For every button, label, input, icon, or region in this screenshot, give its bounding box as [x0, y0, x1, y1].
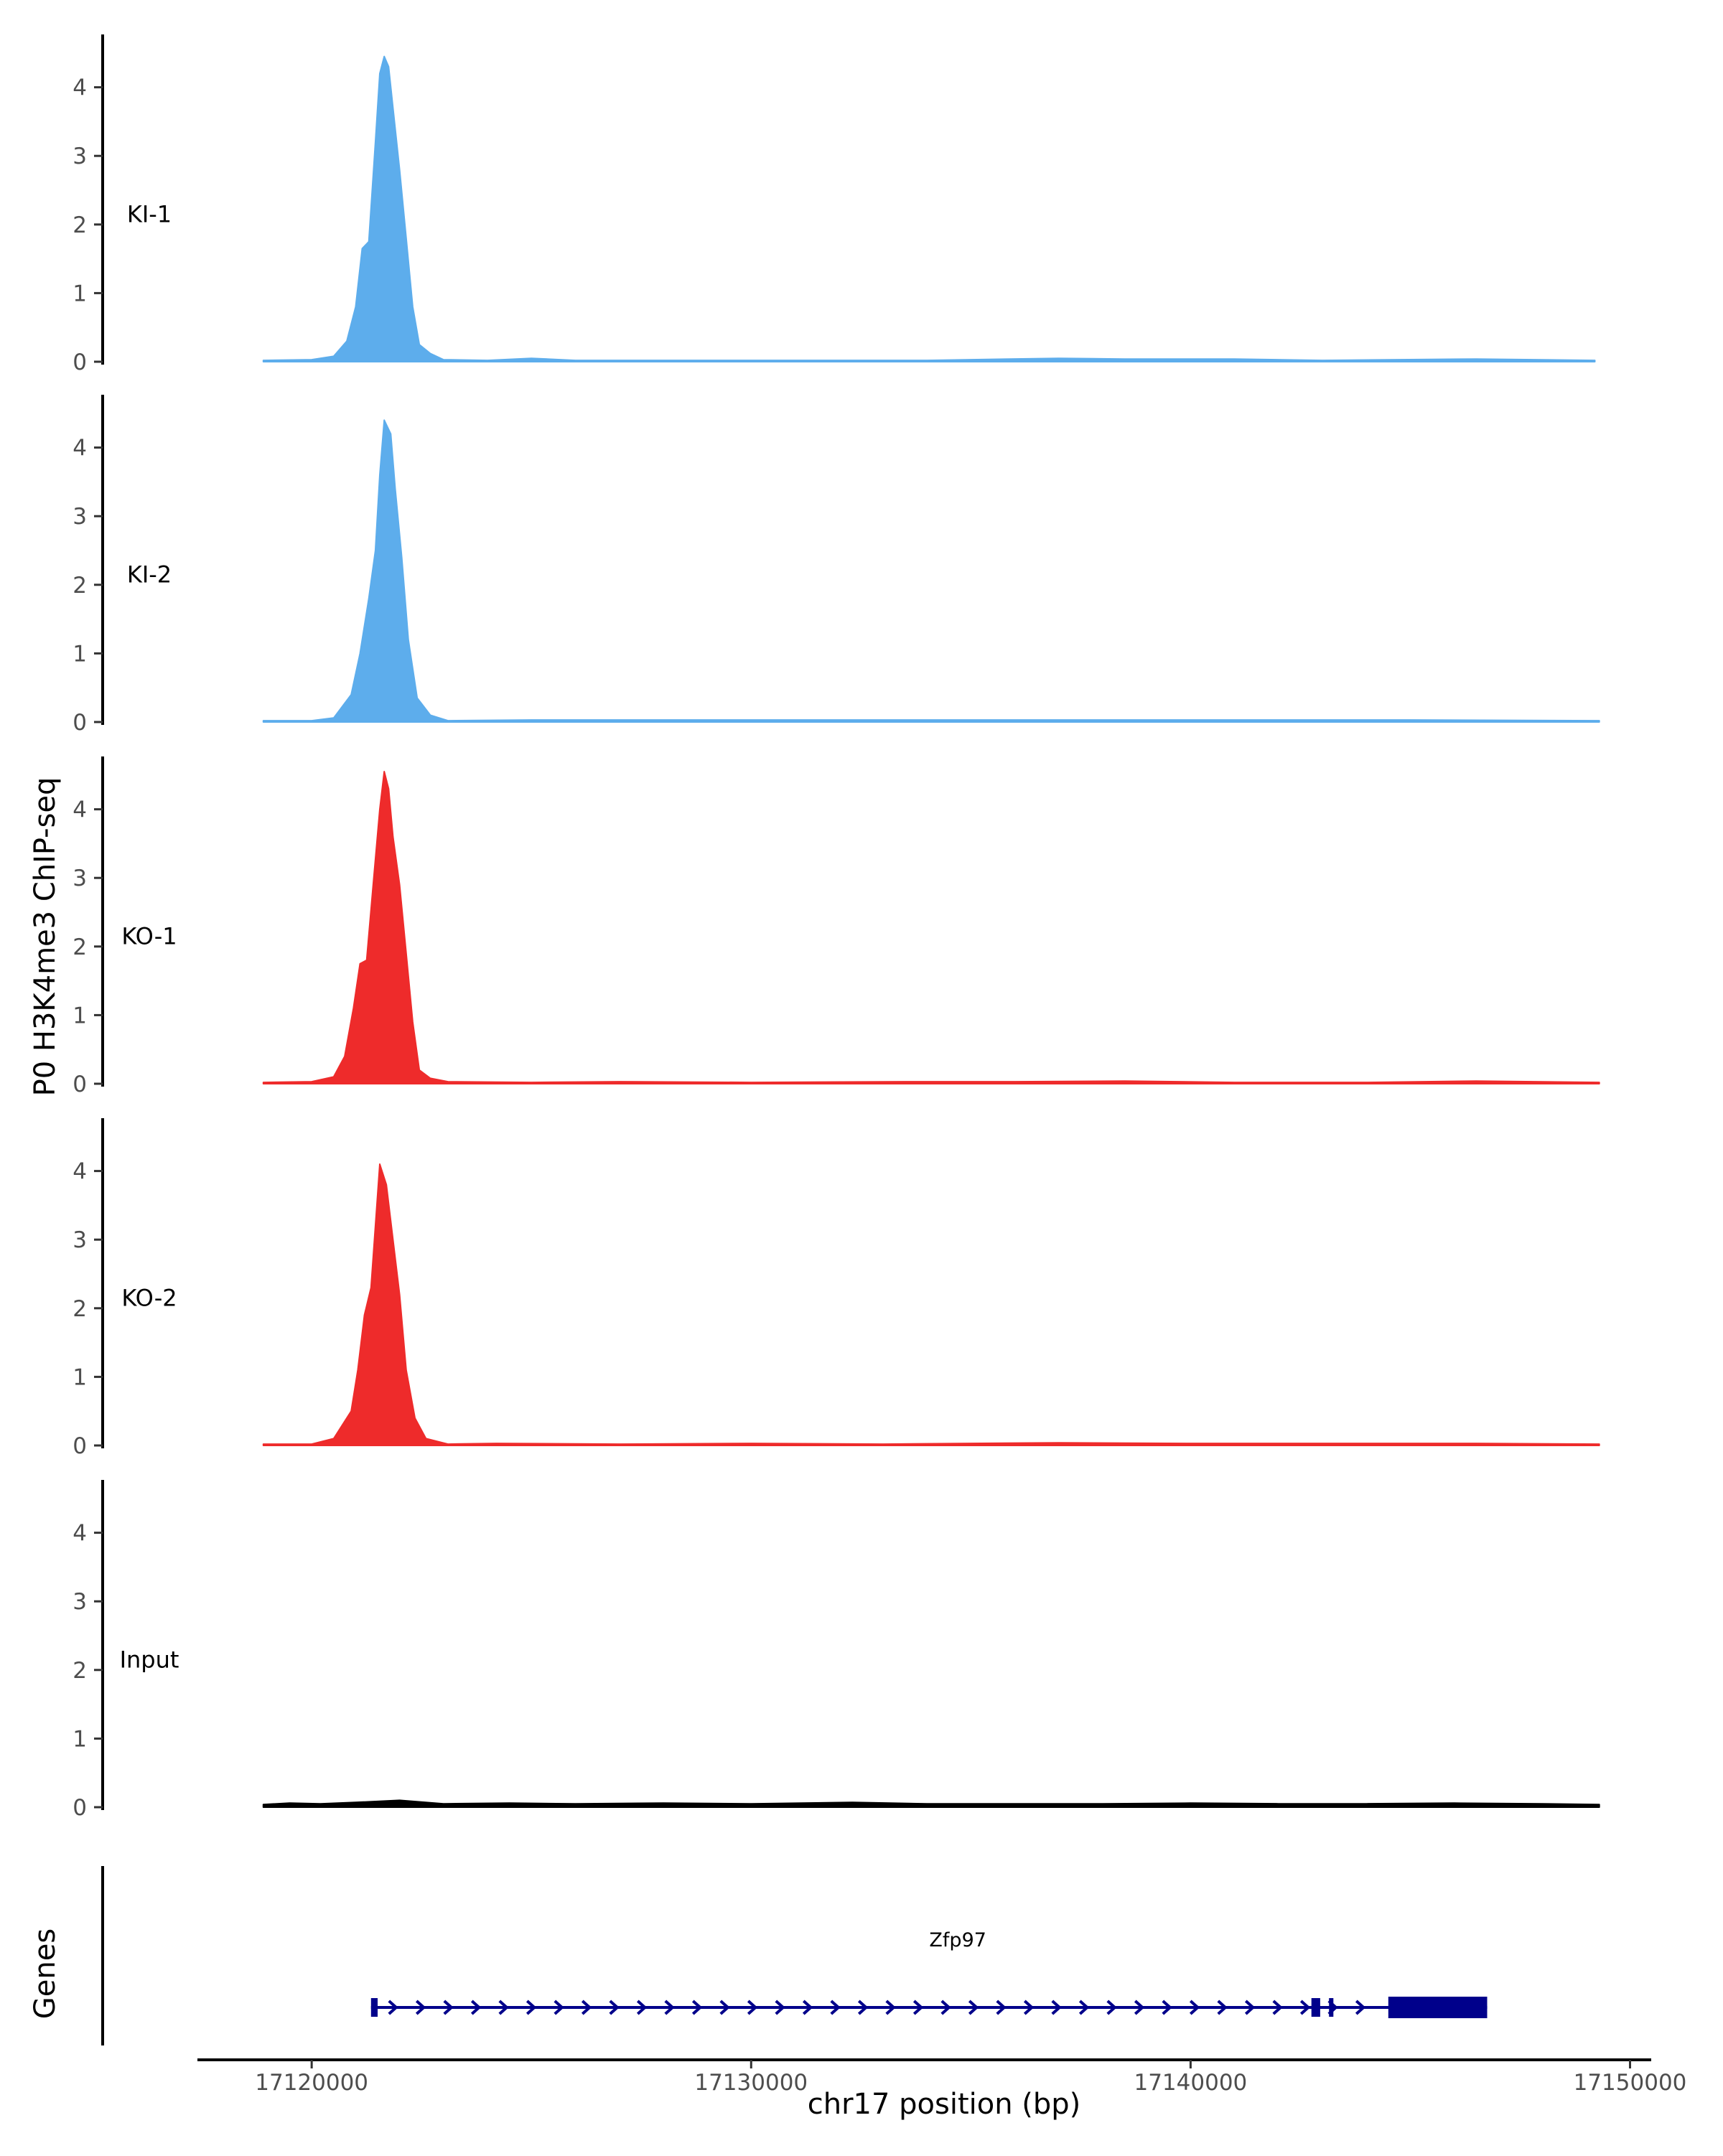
strand-chevron	[1106, 2000, 1117, 2015]
y-tick-label: 4	[73, 1159, 87, 1185]
y-tick-label: 2	[73, 934, 87, 960]
strand-chevron	[1023, 2000, 1035, 2015]
strand-chevron	[1162, 2000, 1172, 2015]
signal-area	[262, 419, 1600, 723]
track-input: 0 1 2 3 4 Input	[73, 1480, 1600, 1821]
strand-chevron	[664, 2000, 675, 2015]
y-tick-label: 0	[73, 1433, 87, 1459]
y-tick-label: 2	[73, 573, 87, 599]
track-label: Input	[120, 1646, 179, 1673]
y-tick-label: 3	[73, 1227, 87, 1253]
strand-chevron	[1272, 2000, 1283, 2015]
strand-chevron	[996, 2000, 1007, 2015]
strand-chevron	[1051, 2000, 1062, 2015]
x-tick-label: 17140000	[1134, 2070, 1247, 2096]
x-tick-label: 17120000	[255, 2070, 368, 2096]
gene-name-label: Zfp97	[929, 1929, 986, 1951]
y-tick-label: 2	[73, 1658, 87, 1684]
y-tick-label: 0	[73, 710, 87, 736]
track-label: KI-2	[127, 561, 172, 588]
track-ki-2: 0 1 2 3 4 KI-2	[73, 395, 1600, 736]
y-tick-label: 1	[73, 1364, 87, 1390]
strand-chevron	[747, 2000, 758, 2015]
y-tick-label: 4	[73, 797, 87, 823]
x-tick-label: 17130000	[694, 2070, 808, 2096]
y-tick-label: 3	[73, 504, 87, 530]
strand-chevron	[1355, 2000, 1366, 2015]
y-tick-label: 1	[73, 1726, 87, 1752]
y-tick-label: 0	[73, 1072, 87, 1097]
strand-chevron	[1217, 2000, 1228, 2015]
strand-chevron	[830, 2000, 841, 2015]
signal-area	[262, 1163, 1600, 1446]
strand-chevron	[609, 2000, 620, 2015]
strand-chevron	[415, 2000, 426, 2015]
strand-chevron	[1134, 2000, 1145, 2015]
strand-chevron	[885, 2000, 896, 2015]
gene-exon	[1329, 1998, 1334, 2017]
y-tick-label: 4	[73, 1521, 87, 1547]
gene-exon	[1388, 1997, 1488, 2018]
strand-chevron	[775, 2000, 785, 2015]
strand-chevron	[498, 2000, 509, 2015]
strand-chevron	[1244, 2000, 1256, 2015]
strand-chevron	[526, 2000, 537, 2015]
strand-chevron	[802, 2000, 813, 2015]
y-axis-title: P0 H3K4me3 ChIP-seq	[29, 777, 62, 1097]
y-tick-label: 0	[73, 1795, 87, 1821]
strand-chevron	[719, 2000, 730, 2015]
track-label: KI-1	[127, 200, 172, 228]
strand-chevron	[470, 2000, 482, 2015]
strand-chevron	[388, 2000, 398, 2015]
strand-chevron	[912, 2000, 924, 2015]
tracks-layer: 0 1 2 3 4 KI-1 0 1 2 3 4 KI-2 0 1 2 3 4 KO-1 0 1 2 3 4 KO-2 0 1 2 3…	[73, 34, 1600, 1821]
y-tick-label: 1	[73, 1003, 87, 1028]
y-tick-label: 4	[73, 436, 87, 461]
strand-chevron	[1189, 2000, 1200, 2015]
y-tick-label: 2	[73, 212, 87, 238]
gene-track-title: Genes	[29, 1928, 62, 2019]
strand-chevron	[443, 2000, 454, 2015]
y-tick-label: 0	[73, 350, 87, 375]
y-tick-label: 3	[73, 866, 87, 891]
signal-area	[262, 55, 1596, 362]
signal-area	[262, 1799, 1600, 1808]
y-tick-label: 3	[73, 1589, 87, 1615]
track-ko-1: 0 1 2 3 4 KO-1	[73, 756, 1600, 1097]
y-tick-label: 1	[73, 281, 87, 306]
strand-chevron	[691, 2000, 703, 2015]
strand-chevron	[554, 2000, 564, 2015]
strand-chevron	[940, 2000, 951, 2015]
strand-chevron	[857, 2000, 869, 2015]
strand-chevron	[968, 2000, 979, 2015]
track-label: KO-1	[121, 922, 177, 950]
gene-track: Zfp97	[101, 1866, 1488, 2045]
track-ki-1: 0 1 2 3 4 KI-1	[73, 34, 1596, 375]
track-label: KO-2	[121, 1284, 177, 1311]
strand-chevron	[1078, 2000, 1090, 2015]
strand-chevron	[636, 2000, 648, 2015]
strand-chevron	[1299, 2000, 1311, 2015]
y-tick-label: 1	[73, 641, 87, 667]
x-axis: 17120000 17130000 17140000 17150000	[197, 2058, 1687, 2096]
strand-chevron	[581, 2000, 592, 2015]
gene-exon	[370, 1998, 378, 2017]
gene-exon	[1311, 1998, 1320, 2017]
signal-area	[262, 771, 1600, 1084]
x-tick-label: 17150000	[1574, 2070, 1687, 2096]
y-tick-label: 4	[73, 75, 87, 101]
y-tick-label: 2	[73, 1296, 87, 1322]
x-axis-title: chr17 position (bp)	[808, 2088, 1081, 2121]
track-ko-2: 0 1 2 3 4 KO-2	[73, 1118, 1600, 1459]
y-tick-label: 3	[73, 144, 87, 169]
